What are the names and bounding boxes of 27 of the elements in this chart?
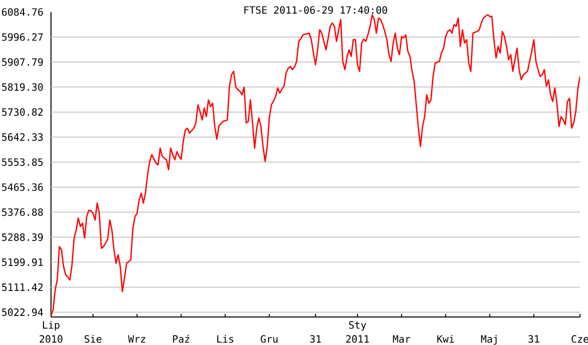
y-tick-label: 5111.42	[2, 283, 43, 291]
x-tick-label: Sie	[84, 335, 102, 343]
y-tick-label: 5819.30	[2, 83, 43, 91]
x-tick-label: Lis	[217, 335, 234, 343]
y-tick-label: 6084.76	[2, 8, 43, 16]
y-tick-label: 5465.36	[2, 183, 43, 191]
y-tick-label: 5730.82	[2, 108, 43, 116]
y-tick-label: 5288.39	[2, 233, 43, 241]
x-tick-label: Lip 2010	[40, 321, 62, 343]
y-tick-label: 5022.94	[2, 308, 44, 316]
y-tick-label: 5642.33	[2, 133, 43, 141]
y-tick-label: 5996.27	[2, 33, 43, 41]
x-tick-label: Kwi	[437, 335, 454, 343]
x-tick-label: Cze	[572, 335, 588, 343]
x-tick-label: Gru	[260, 335, 278, 343]
chart-title: FTSE 2011-06-29 17:40:00	[244, 6, 388, 14]
x-tick-label: Maj	[481, 335, 497, 345]
x-tick-label: 31	[528, 335, 540, 343]
y-tick-label: 5376.88	[2, 208, 43, 216]
x-tick-label: 31	[310, 335, 321, 343]
y-tick-label: 5907.79	[2, 58, 43, 66]
y-tick-label: 5553.85	[2, 158, 43, 166]
x-tick-label: Sty 2011	[346, 321, 369, 343]
x-tick-label: Wrz	[128, 335, 146, 343]
x-tick-label: Mar	[392, 335, 410, 343]
x-tick-label: Paź	[173, 334, 190, 343]
y-tick-label: 5199.91	[2, 258, 43, 266]
